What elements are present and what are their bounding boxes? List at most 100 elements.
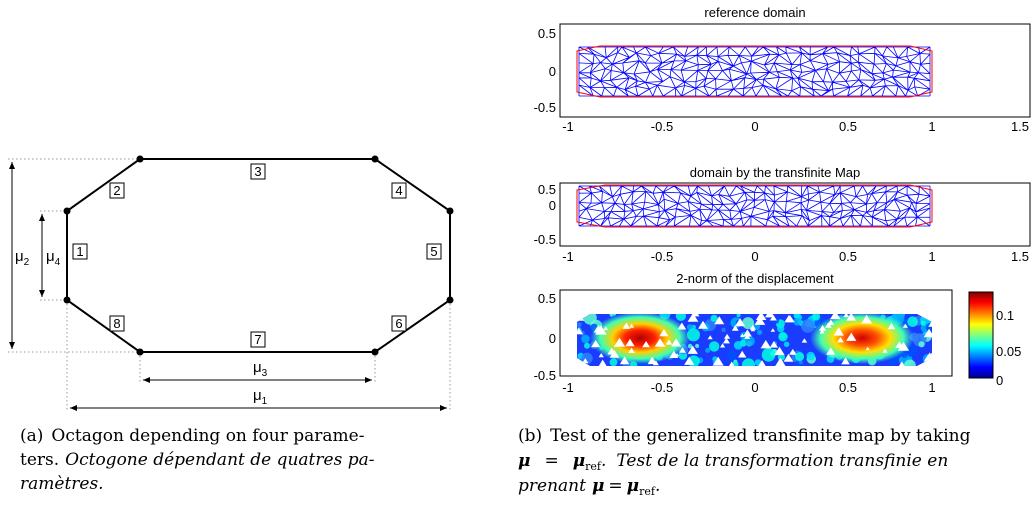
ytick-label: 0 — [549, 331, 556, 346]
heat-gap — [582, 358, 589, 364]
vertex — [63, 207, 71, 215]
y-axis: 0.5 0 -0.5 — [534, 182, 556, 247]
edge-labels: 1 2 3 4 5 6 7 — [72, 163, 442, 348]
heat-gap — [671, 338, 682, 347]
mu4-label: μ4 — [46, 248, 61, 268]
heat-gap — [628, 347, 635, 353]
heatmap-holes — [577, 314, 932, 366]
mesh-edges — [578, 185, 931, 227]
ytick-label: 0 — [549, 64, 556, 79]
xtick-label: -0.5 — [651, 249, 673, 264]
heat-cell — [695, 343, 700, 349]
ytick-label: 0 — [549, 198, 556, 213]
heat-gap — [837, 337, 844, 343]
domain-boundary — [576, 45, 933, 98]
xtick-label: 0 — [751, 249, 758, 264]
heat-gap — [728, 361, 735, 366]
heat-gap — [801, 338, 808, 343]
heat-gap — [923, 328, 932, 338]
panel-reference-domain: reference domain 0.5 0 -0.5 -1 -0.5 0 0.… — [534, 5, 1031, 134]
heat-cell — [736, 314, 741, 318]
heat-gap — [591, 340, 601, 348]
heat-cell — [584, 342, 590, 349]
panel-displacement-norm: 2-norm of the displacement 0.5 0 -0.5 -1… — [534, 271, 1022, 395]
heat-cell — [733, 341, 743, 350]
heat-gap — [659, 329, 669, 337]
heat-gap — [687, 345, 698, 354]
heat-cell — [801, 319, 815, 333]
xtick-label: 0.5 — [839, 249, 857, 264]
mesh — [578, 46, 931, 97]
heat-gap — [625, 338, 635, 347]
heat-gap — [622, 322, 631, 329]
heat-gap — [825, 322, 832, 328]
xtick-label: -1 — [562, 119, 574, 134]
heat-gap — [712, 356, 724, 366]
heat-gap — [738, 350, 747, 358]
xtick-label: -1 — [562, 380, 574, 395]
heat-cell — [687, 328, 700, 342]
mesh — [578, 185, 931, 227]
heat-cell — [777, 353, 786, 361]
heat-cell — [925, 323, 932, 332]
xtick-label: 1 — [928, 119, 935, 134]
panel-title: domain by the transfinite Map — [690, 165, 861, 180]
edge-label-4: 4 — [391, 182, 407, 199]
colorbar-tick: 0.1 — [996, 308, 1014, 323]
xtick-label: -0.5 — [651, 119, 673, 134]
heat-gap — [577, 327, 583, 335]
heat-cell — [577, 322, 582, 328]
heat-cell — [710, 314, 718, 322]
heat-gap — [928, 321, 932, 327]
xtick-label: 1 — [928, 249, 935, 264]
mesh-edges — [578, 46, 931, 97]
panel-title: reference domain — [704, 5, 805, 20]
heat-cell — [777, 324, 785, 333]
xtick-label: -0.5 — [651, 380, 673, 395]
dimension-arrows — [9, 162, 447, 411]
heat-cell — [812, 314, 821, 321]
caption-a: (a) Octagon depending on four parame- ter… — [20, 426, 375, 494]
xtick-label: -1 — [562, 249, 574, 264]
heat-gap — [677, 322, 687, 330]
panel-title: 2-norm of the displacement — [676, 271, 834, 286]
edge-label-6: 6 — [391, 315, 407, 332]
heat-cell — [705, 347, 711, 353]
caption-b: (b) Test of the generalized transfinite m… — [518, 426, 971, 498]
heat-cell — [675, 314, 687, 321]
heat-cell — [757, 329, 763, 335]
heat-gap — [841, 357, 850, 365]
heat-cell — [798, 360, 803, 365]
edge-label-3: 3 — [250, 163, 266, 180]
edge-label-7: 7 — [250, 331, 266, 348]
svg-text:ramètres.: ramètres. — [20, 474, 104, 494]
svg-text:4: 4 — [395, 183, 402, 198]
heat-cell — [778, 332, 788, 342]
ytick-label: 0.5 — [538, 182, 556, 197]
heat-gap — [760, 340, 772, 349]
ytick-label: 0.5 — [538, 26, 556, 41]
heat-cell — [687, 343, 693, 349]
xtick-label: 1.5 — [1011, 249, 1029, 264]
heat-cell — [727, 350, 737, 361]
xtick-label: 1.5 — [1011, 119, 1029, 134]
heat-gap — [707, 335, 713, 340]
heat-gap — [826, 347, 836, 355]
colorbar-gradient — [968, 291, 994, 379]
x-axis: -1 -0.5 0 0.5 1 1.5 — [562, 249, 1029, 264]
heatmap-field — [577, 314, 932, 366]
y-axis: 0.5 0 -0.5 — [534, 26, 556, 115]
heat-gap — [754, 316, 766, 325]
octagon-figure: 1 2 3 4 5 6 7 — [8, 155, 454, 411]
heat-gap — [743, 329, 752, 337]
axes-box — [559, 23, 1031, 118]
heat-gap — [750, 327, 756, 332]
heat-gap — [897, 361, 906, 366]
svg-text:1: 1 — [76, 244, 83, 259]
heat-gap — [774, 346, 785, 356]
domain-boundary — [576, 184, 933, 228]
heat-gap — [887, 322, 896, 330]
heat-cell — [709, 341, 720, 352]
heat-gap — [723, 337, 730, 344]
heat-gap — [833, 327, 844, 336]
